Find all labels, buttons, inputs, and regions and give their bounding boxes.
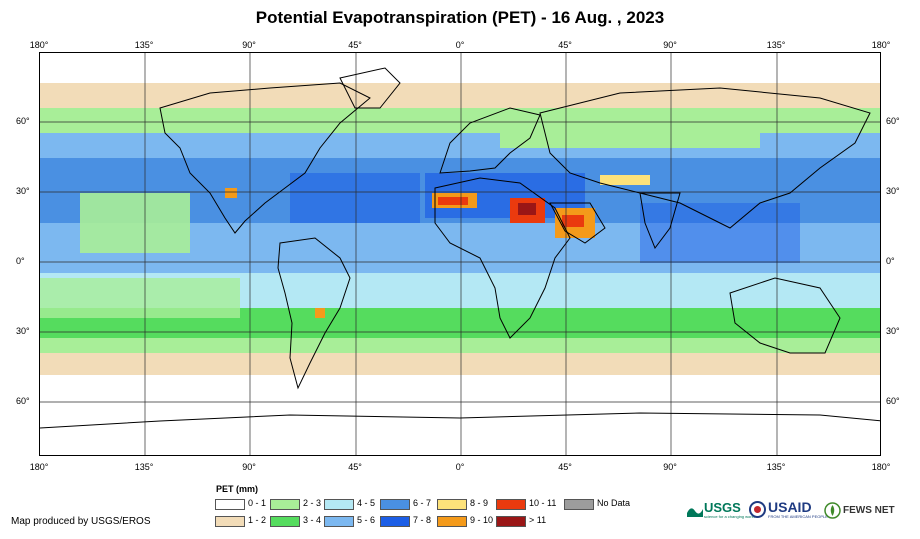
patch-indian-deep bbox=[640, 203, 800, 263]
legend-label-10: 10 - 11 bbox=[529, 498, 557, 508]
legend-label-2: 2 - 3 bbox=[303, 498, 322, 508]
legend-label-8: 8 - 9 bbox=[470, 498, 489, 508]
lat-label-right-0: 60° bbox=[886, 116, 900, 126]
usgs-tagline: science for a changing world bbox=[704, 514, 755, 519]
legend-title: PET (mm) bbox=[216, 484, 259, 494]
map-title: Potential Evapotranspiration (PET) - 16 … bbox=[255, 8, 665, 27]
legend-swatch-8 bbox=[437, 499, 467, 510]
hotspot-arabia-core bbox=[562, 215, 584, 227]
fewsnet-leaf-icon bbox=[824, 502, 841, 519]
lat-label-right-3: 30° bbox=[886, 326, 900, 336]
africa-outline bbox=[434, 177, 571, 339]
south-america-outline bbox=[277, 237, 351, 390]
legend-swatch-6 bbox=[380, 499, 410, 510]
hotspot-sahara-west-core bbox=[438, 197, 468, 205]
legend-label-6: 6 - 7 bbox=[413, 498, 432, 508]
lat-label-left-1: 30° bbox=[16, 186, 30, 196]
lon-label-bottom-2: 90° bbox=[242, 462, 256, 472]
hotspot-americas bbox=[225, 188, 237, 198]
usaid-tagline: FROM THE AMERICAN PEOPLE bbox=[768, 514, 828, 519]
lon-label-bottom-8: 180° bbox=[871, 462, 891, 472]
usgs-wave-icon bbox=[687, 508, 703, 517]
fewsnet-logo: FEWS NET bbox=[824, 502, 895, 519]
lon-label-top-4: 0° bbox=[455, 40, 465, 50]
lat-label-left-4: 60° bbox=[16, 396, 30, 406]
hotspot-egypt-core bbox=[518, 203, 536, 215]
legend-swatch-3 bbox=[270, 516, 300, 527]
legend-label-1: 1 - 2 bbox=[248, 515, 267, 525]
lat-label-left-2: 0° bbox=[16, 256, 25, 266]
legend-label-11: > 11 bbox=[529, 515, 547, 525]
legend-swatch-5 bbox=[324, 516, 354, 527]
greenland-outline bbox=[339, 67, 401, 109]
legend-swatch-12 bbox=[564, 499, 594, 510]
lon-label-bottom-3: 45° bbox=[348, 462, 362, 472]
band-south-high bbox=[40, 353, 880, 378]
hotspot-paraguay bbox=[315, 308, 325, 318]
arabia-outline bbox=[549, 202, 606, 244]
legend-swatch-9 bbox=[437, 516, 467, 527]
patch-south-pacific bbox=[40, 278, 240, 318]
graticule bbox=[40, 53, 880, 455]
legend-swatch-0 bbox=[215, 499, 245, 510]
lon-label-top-1: 135° bbox=[134, 40, 154, 50]
legend-swatch-4 bbox=[324, 499, 354, 510]
legend-label-3: 3 - 4 bbox=[303, 515, 322, 525]
legend-label-4: 4 - 5 bbox=[357, 498, 376, 508]
usgs-wordmark: USGS bbox=[704, 500, 741, 515]
patch-pacific-green bbox=[80, 193, 190, 253]
hotspot-iran bbox=[600, 175, 650, 185]
coastlines bbox=[40, 67, 880, 429]
usaid-seal-icon bbox=[749, 501, 766, 518]
lon-label-bottom-5: 45° bbox=[558, 462, 572, 472]
asia-outline bbox=[539, 87, 871, 229]
legend-swatch-11 bbox=[496, 516, 526, 527]
antarctica-outline bbox=[40, 412, 880, 429]
lon-label-top-5: 45° bbox=[558, 40, 572, 50]
lon-label-bottom-6: 90° bbox=[663, 462, 677, 472]
lon-label-bottom-0: 180° bbox=[29, 462, 49, 472]
usgs-logo: USGS science for a changing world bbox=[687, 501, 755, 519]
band-antarctic bbox=[40, 375, 880, 455]
lon-label-top-2: 90° bbox=[242, 40, 256, 50]
patch-siberia bbox=[500, 108, 760, 148]
india-outline bbox=[639, 192, 681, 250]
lat-label-left-3: 30° bbox=[16, 326, 30, 336]
legend-label-5: 5 - 6 bbox=[357, 515, 376, 525]
legend-swatch-1 bbox=[215, 516, 245, 527]
lat-label-right-4: 60° bbox=[886, 396, 900, 406]
lon-label-top-0: 180° bbox=[29, 40, 49, 50]
legend-label-9: 9 - 10 bbox=[470, 515, 494, 525]
lon-label-top-6: 90° bbox=[663, 40, 677, 50]
north-america-outline bbox=[159, 82, 371, 234]
lon-label-top-7: 135° bbox=[766, 40, 786, 50]
legend-swatch-2 bbox=[270, 499, 300, 510]
pet-map bbox=[39, 52, 881, 456]
lon-label-bottom-7: 135° bbox=[766, 462, 786, 472]
lat-label-left-0: 60° bbox=[16, 116, 30, 126]
lon-label-bottom-1: 135° bbox=[134, 462, 154, 472]
map-credit: Map produced by USGS/EROS bbox=[11, 516, 151, 527]
patch-atlantic-deep bbox=[290, 173, 420, 223]
usaid-wordmark: USAID bbox=[768, 499, 812, 515]
australia-outline bbox=[729, 277, 841, 354]
lon-label-top-3: 45° bbox=[348, 40, 362, 50]
legend-label-7: 7 - 8 bbox=[413, 515, 432, 525]
legend-swatch-7 bbox=[380, 516, 410, 527]
lon-label-top-8: 180° bbox=[871, 40, 891, 50]
fewsnet-wordmark: FEWS NET bbox=[843, 505, 895, 516]
usaid-logo: USAID FROM THE AMERICAN PEOPLE bbox=[749, 500, 828, 519]
europe-outline bbox=[439, 107, 541, 174]
lat-label-right-2: 0° bbox=[886, 256, 895, 266]
legend-label-12: No Data bbox=[597, 498, 631, 508]
legend-label-0: 0 - 1 bbox=[248, 498, 267, 508]
lat-label-right-1: 30° bbox=[886, 186, 900, 196]
lon-label-bottom-4: 0° bbox=[455, 462, 465, 472]
legend-swatch-10 bbox=[496, 499, 526, 510]
